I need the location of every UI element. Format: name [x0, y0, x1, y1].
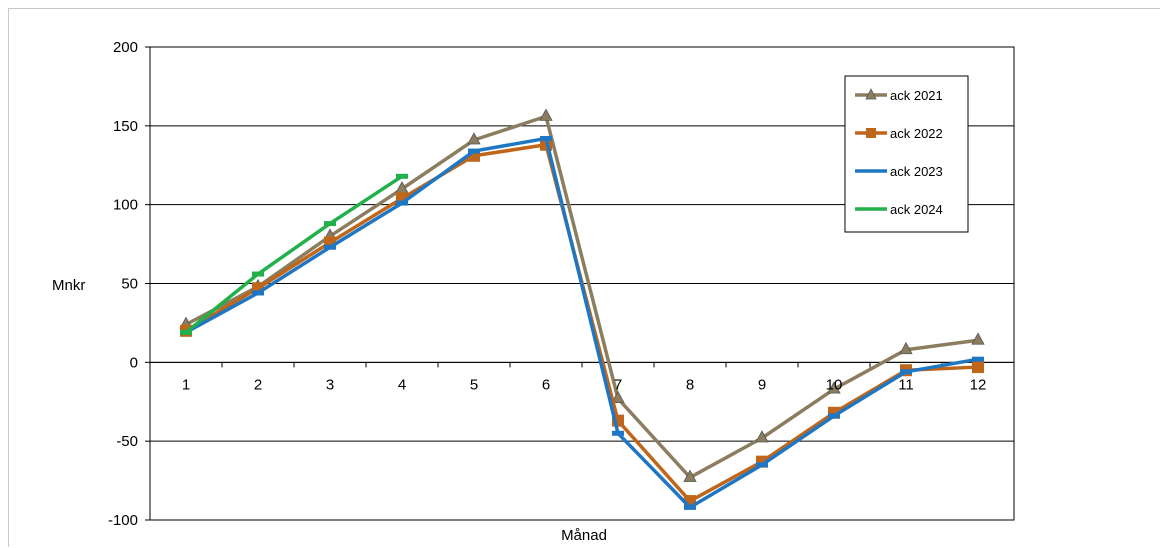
data-point — [467, 132, 481, 145]
data-point — [540, 135, 552, 141]
series-ack-2024 — [180, 173, 408, 335]
series-line — [185, 136, 979, 510]
data-point — [539, 108, 553, 121]
legend: ack 2021 ack 2022 ack 2023 ack 2024 — [844, 75, 969, 233]
data-point — [900, 369, 912, 375]
legend-item: ack 2022 — [855, 126, 943, 141]
x-tick-label: 5 — [470, 376, 478, 393]
legend-item: ack 2021 — [855, 88, 943, 103]
legend-marker — [865, 88, 877, 100]
legend-marker — [866, 128, 876, 138]
y-axis-title: Mnkr — [52, 277, 85, 294]
x-tick-label: 10 — [826, 376, 843, 393]
data-point — [324, 221, 336, 227]
data-point — [756, 462, 768, 468]
series-layer — [179, 108, 985, 510]
legend-label: ack 2022 — [890, 126, 943, 141]
data-point — [899, 341, 913, 355]
data-point — [828, 413, 840, 419]
data-point — [396, 200, 408, 206]
data-point — [396, 173, 408, 179]
data-point — [252, 290, 264, 296]
data-point — [324, 244, 336, 250]
x-tick-label: 3 — [326, 376, 334, 393]
x-tick-label: 8 — [686, 376, 694, 393]
legend-item: ack 2023 — [855, 164, 943, 179]
data-point — [827, 381, 841, 394]
y-tick-label: -100 — [108, 512, 138, 529]
data-point — [684, 504, 696, 510]
series-line — [184, 174, 403, 334]
series-line — [185, 114, 979, 480]
x-tick-label: 9 — [758, 376, 766, 393]
y-tick-label: 50 — [121, 276, 138, 293]
data-point — [755, 430, 769, 443]
data-point — [971, 332, 985, 345]
y-tick-label: 200 — [113, 39, 138, 56]
x-tick-label: 1 — [182, 376, 190, 393]
data-point — [180, 329, 192, 335]
legend-item: ack 2024 — [855, 202, 943, 217]
x-tick-label: 6 — [542, 376, 550, 393]
data-point — [972, 361, 984, 374]
data-point — [611, 390, 625, 403]
chart-frame — [8, 8, 1160, 547]
x-tick-label: 4 — [398, 376, 406, 393]
data-point — [252, 271, 264, 277]
data-point — [612, 430, 624, 436]
legend-label: ack 2023 — [890, 164, 943, 179]
data-point — [683, 469, 697, 482]
y-tick-label: 0 — [130, 354, 138, 371]
y-tick-label: -50 — [116, 433, 138, 450]
x-tick-label: 2 — [254, 376, 262, 393]
x-tick-label: 12 — [970, 376, 987, 393]
data-point — [972, 356, 984, 362]
legend-box — [844, 75, 969, 233]
data-point — [468, 148, 480, 154]
x-axis-title: Månad — [561, 527, 607, 544]
axes — [145, 46, 1015, 521]
y-tick-label: 150 — [113, 118, 138, 135]
legend-label: ack 2021 — [890, 88, 943, 103]
legend-label: ack 2024 — [890, 202, 943, 217]
x-tick-label: 7 — [614, 376, 622, 393]
x-tick-label: 11 — [898, 376, 914, 393]
y-tick-label: 100 — [113, 197, 138, 214]
